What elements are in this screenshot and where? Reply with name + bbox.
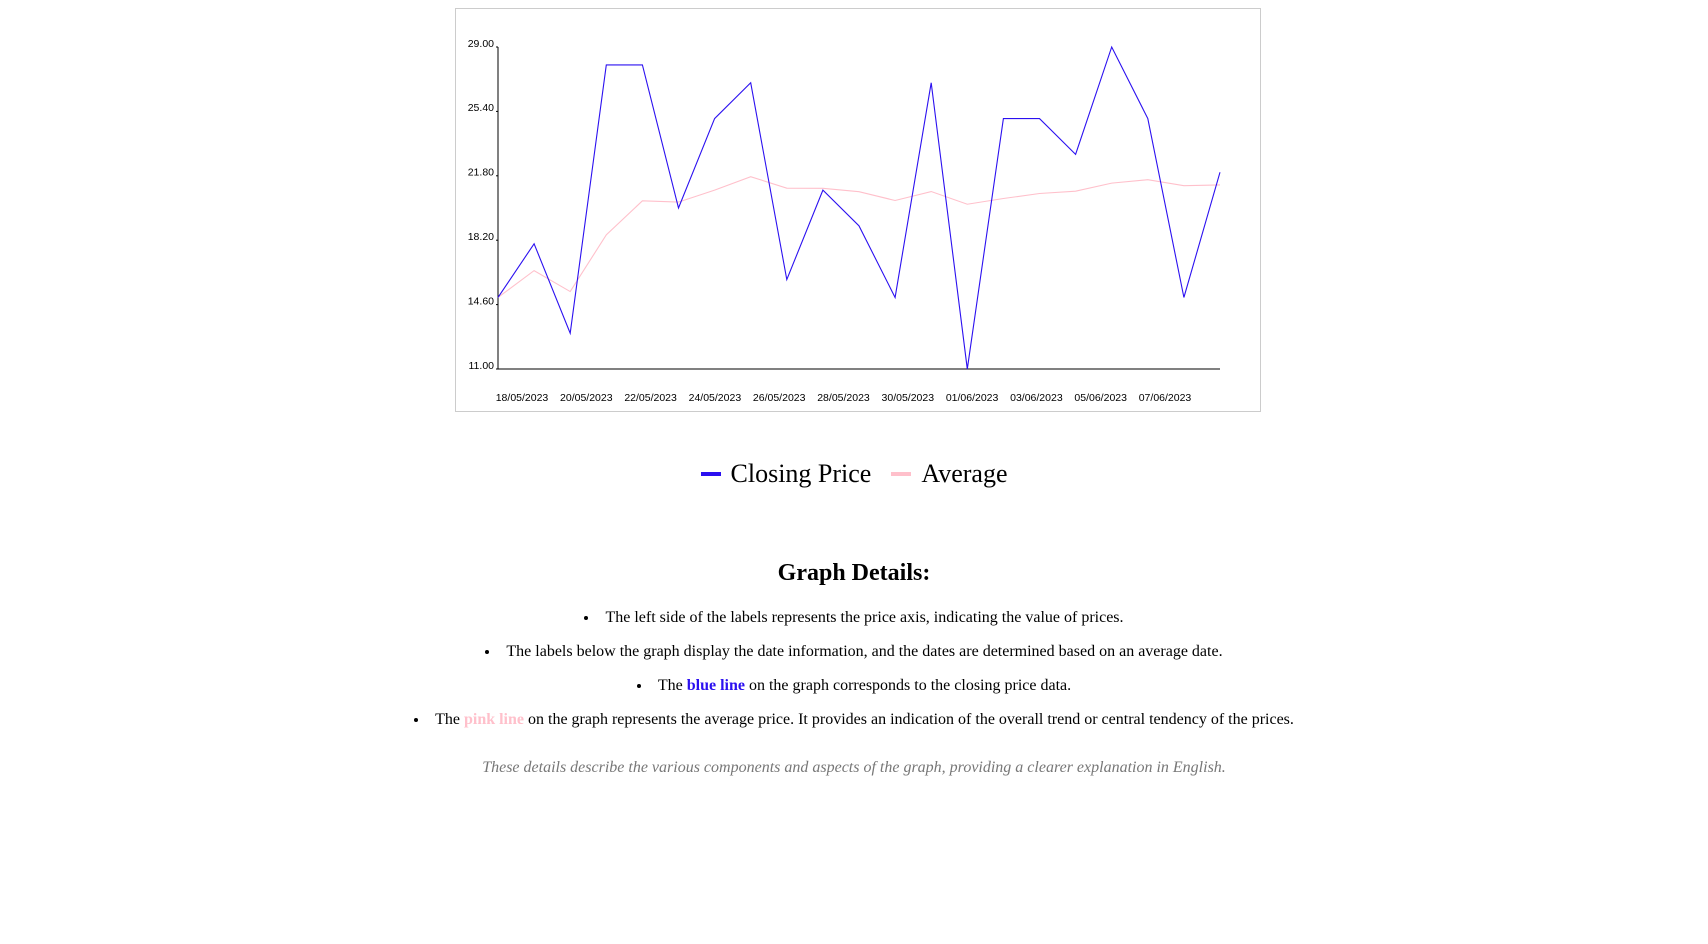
- legend-item: Average: [891, 459, 1007, 489]
- series-line: [497, 45, 1221, 370]
- x-tick-label: 07/06/2023: [1139, 392, 1192, 404]
- legend-label: Average: [921, 459, 1008, 488]
- details-list: The left side of the labels represents t…: [0, 609, 1708, 729]
- detail-text: The: [435, 711, 464, 728]
- detail-item: The pink line on the graph represents th…: [0, 711, 1708, 729]
- detail-text: on the graph represents the average pric…: [524, 711, 1294, 728]
- x-tick-label: 20/05/2023: [560, 392, 613, 404]
- details-title: Graph Details:: [777, 560, 931, 586]
- detail-text: The left side of the labels represents t…: [605, 609, 1124, 626]
- y-tick-label: 11.00: [469, 360, 495, 372]
- x-tick-label: 18/05/2023: [496, 392, 549, 404]
- x-tick-label: 28/05/2023: [817, 392, 870, 404]
- y-tick-label: 14.60: [468, 295, 494, 307]
- x-tick-label: 24/05/2023: [689, 392, 742, 404]
- legend-item: Closing Price: [700, 459, 872, 489]
- x-tick-label: 26/05/2023: [753, 392, 806, 404]
- detail-item: The labels below the graph display the d…: [0, 643, 1708, 661]
- detail-highlight: blue line: [686, 677, 745, 694]
- legend-swatch: [700, 472, 721, 476]
- x-tick-label: 01/06/2023: [946, 392, 999, 404]
- x-tick-label: 05/06/2023: [1074, 392, 1127, 404]
- legend: Closing Price Average: [0, 459, 1708, 489]
- details: Graph Details: The left side of the labe…: [0, 560, 1708, 777]
- y-tick-label: 25.40: [468, 102, 494, 114]
- details-note: These details describe the various compo…: [482, 759, 1226, 776]
- chart-container: 11.00 14.60 18.20 21.80 25.40 29.00 18/05/2023…: [455, 8, 1261, 412]
- y-tick-label: 21.80: [468, 167, 494, 179]
- legend-swatch: [891, 472, 912, 476]
- legend-label: Closing Price: [730, 459, 872, 488]
- y-tick-label: 29.00: [468, 38, 494, 50]
- detail-text: The labels below the graph display the d…: [506, 643, 1223, 660]
- detail-text: The: [657, 677, 687, 694]
- x-tick-label: 03/06/2023: [1010, 392, 1063, 404]
- detail-item: The blue line on the graph corresponds t…: [0, 677, 1708, 695]
- x-tick-label: 30/05/2023: [882, 392, 935, 404]
- detail-item: The left side of the labels represents t…: [0, 609, 1708, 627]
- detail-highlight: pink line: [463, 711, 524, 728]
- y-tick-label: 18.20: [468, 231, 494, 243]
- series-line: [497, 176, 1221, 298]
- x-tick-label: 22/05/2023: [624, 392, 677, 404]
- detail-text: on the graph corresponds to the closing …: [744, 677, 1072, 694]
- chart: 11.00 14.60 18.20 21.80 25.40 29.00 18/05/2023…: [468, 38, 1221, 404]
